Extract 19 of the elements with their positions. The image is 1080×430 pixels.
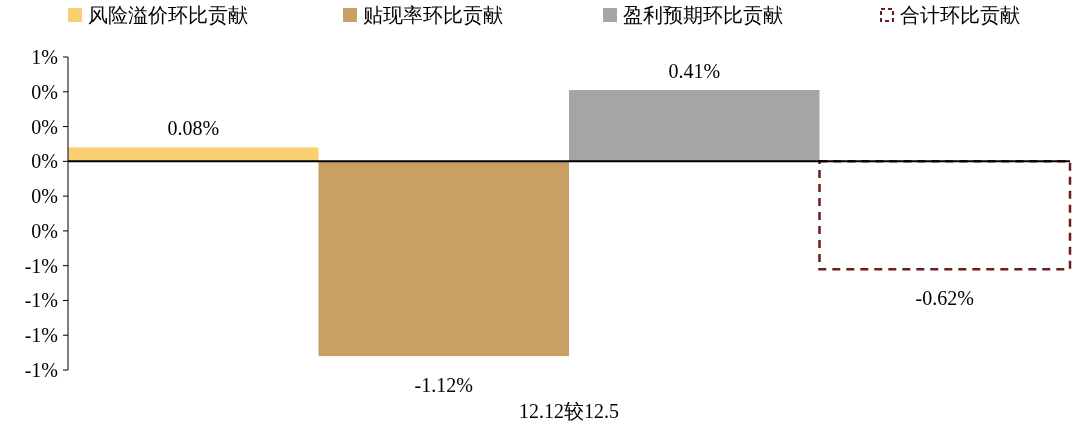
y-tick-label: 0% [31,115,58,138]
y-tick-label: -1% [24,324,58,347]
data-label: -0.62% [915,287,974,310]
y-tick-label: -1% [24,289,58,312]
y-tick-label: 1% [31,46,58,68]
y-tick-label: -1% [24,254,58,277]
y-tick-label: -1% [24,359,58,381]
legend-label: 贴现率环比贡献 [363,3,503,27]
y-tick-label: 0% [31,185,58,208]
data-label: 0.08% [167,117,220,140]
x-axis-title: 12.12较12.5 [519,400,619,422]
data-label: 0.41% [668,60,721,83]
legend-label: 风险溢价环比贡献 [88,3,248,27]
y-tick-label: 0% [31,219,58,242]
legend-label: 盈利预期环比贡献 [623,3,783,27]
data-label: -1.12% [414,374,473,397]
legend-label: 合计环比贡献 [900,3,1020,27]
y-tick-label: 0% [31,150,58,173]
y-tick-label: 0% [31,80,58,103]
